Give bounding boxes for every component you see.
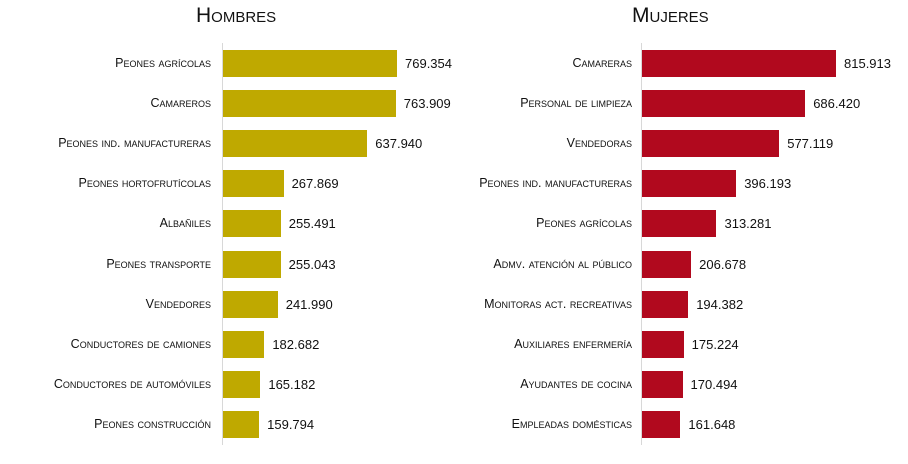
bar bbox=[642, 170, 737, 198]
category-label: Camareros bbox=[150, 95, 211, 110]
bar bbox=[223, 49, 397, 77]
category-label: Vendedoras bbox=[566, 135, 632, 150]
category-label: Peones ind. manufactureras bbox=[58, 135, 211, 150]
bar bbox=[223, 250, 281, 278]
value-label: 577.119 bbox=[787, 135, 834, 151]
chart-title: Hombres bbox=[196, 4, 277, 27]
value-label: 313.281 bbox=[724, 216, 772, 232]
bar bbox=[642, 89, 806, 117]
bar bbox=[223, 371, 261, 399]
bar bbox=[223, 210, 281, 238]
bar bbox=[642, 129, 780, 157]
category-label: Empleadas domésticas bbox=[511, 417, 632, 432]
category-label: Peones agrícolas bbox=[115, 55, 211, 70]
bar bbox=[223, 170, 284, 198]
bar bbox=[642, 371, 683, 399]
category-label: Ayudantes de cocina bbox=[520, 377, 632, 392]
value-label: 159.794 bbox=[267, 417, 315, 433]
value-label: 637.940 bbox=[375, 135, 423, 151]
value-label: 686.420 bbox=[813, 95, 861, 111]
value-label: 255.491 bbox=[288, 216, 336, 232]
category-label: Peones hortofrutícolas bbox=[78, 176, 212, 191]
category-label: Vendedores bbox=[145, 296, 211, 311]
value-label: 206.678 bbox=[699, 256, 747, 272]
bar bbox=[223, 129, 368, 157]
value-label: 165.182 bbox=[268, 377, 316, 393]
value-label: 182.682 bbox=[272, 336, 320, 352]
value-label: 769.354 bbox=[405, 55, 452, 71]
category-label: Peones agrícolas bbox=[536, 216, 632, 231]
category-label: Peones construcción bbox=[94, 417, 211, 432]
bar bbox=[642, 49, 836, 77]
category-label: Conductores de automóviles bbox=[53, 377, 211, 392]
category-label: Albañiles bbox=[159, 216, 211, 231]
bar bbox=[642, 210, 717, 238]
category-label: Peones ind. manufactureras bbox=[479, 176, 632, 191]
value-label: 396.193 bbox=[744, 176, 792, 192]
bar bbox=[223, 330, 265, 358]
category-label: Conductores de camiones bbox=[70, 336, 211, 351]
y-axis-line bbox=[222, 43, 223, 445]
bar bbox=[223, 290, 278, 318]
value-label: 194.382 bbox=[696, 296, 744, 312]
bar bbox=[223, 411, 260, 439]
value-label: 175.224 bbox=[691, 336, 739, 352]
category-label: Monitoras act. recreativas bbox=[484, 296, 632, 311]
category-label: Admv. atención al público bbox=[493, 256, 632, 271]
value-label: 241.990 bbox=[285, 296, 333, 312]
bar bbox=[223, 89, 396, 117]
category-label: Personal de limpieza bbox=[520, 95, 632, 110]
bar bbox=[642, 250, 692, 278]
bar bbox=[642, 411, 681, 439]
value-label: 267.869 bbox=[291, 176, 339, 192]
value-label: 815.913 bbox=[844, 55, 891, 71]
chart-title: Mujeres bbox=[632, 4, 709, 27]
category-label: Auxiliares enfermería bbox=[514, 336, 632, 351]
y-axis-line bbox=[641, 43, 642, 445]
value-label: 255.043 bbox=[288, 256, 336, 272]
bar bbox=[642, 290, 689, 318]
bar bbox=[642, 330, 684, 358]
value-label: 161.648 bbox=[688, 417, 736, 433]
category-label: Camareras bbox=[572, 55, 632, 70]
value-label: 170.494 bbox=[690, 377, 738, 393]
category-label: Peones transporte bbox=[106, 256, 211, 271]
value-label: 763.909 bbox=[403, 95, 451, 111]
